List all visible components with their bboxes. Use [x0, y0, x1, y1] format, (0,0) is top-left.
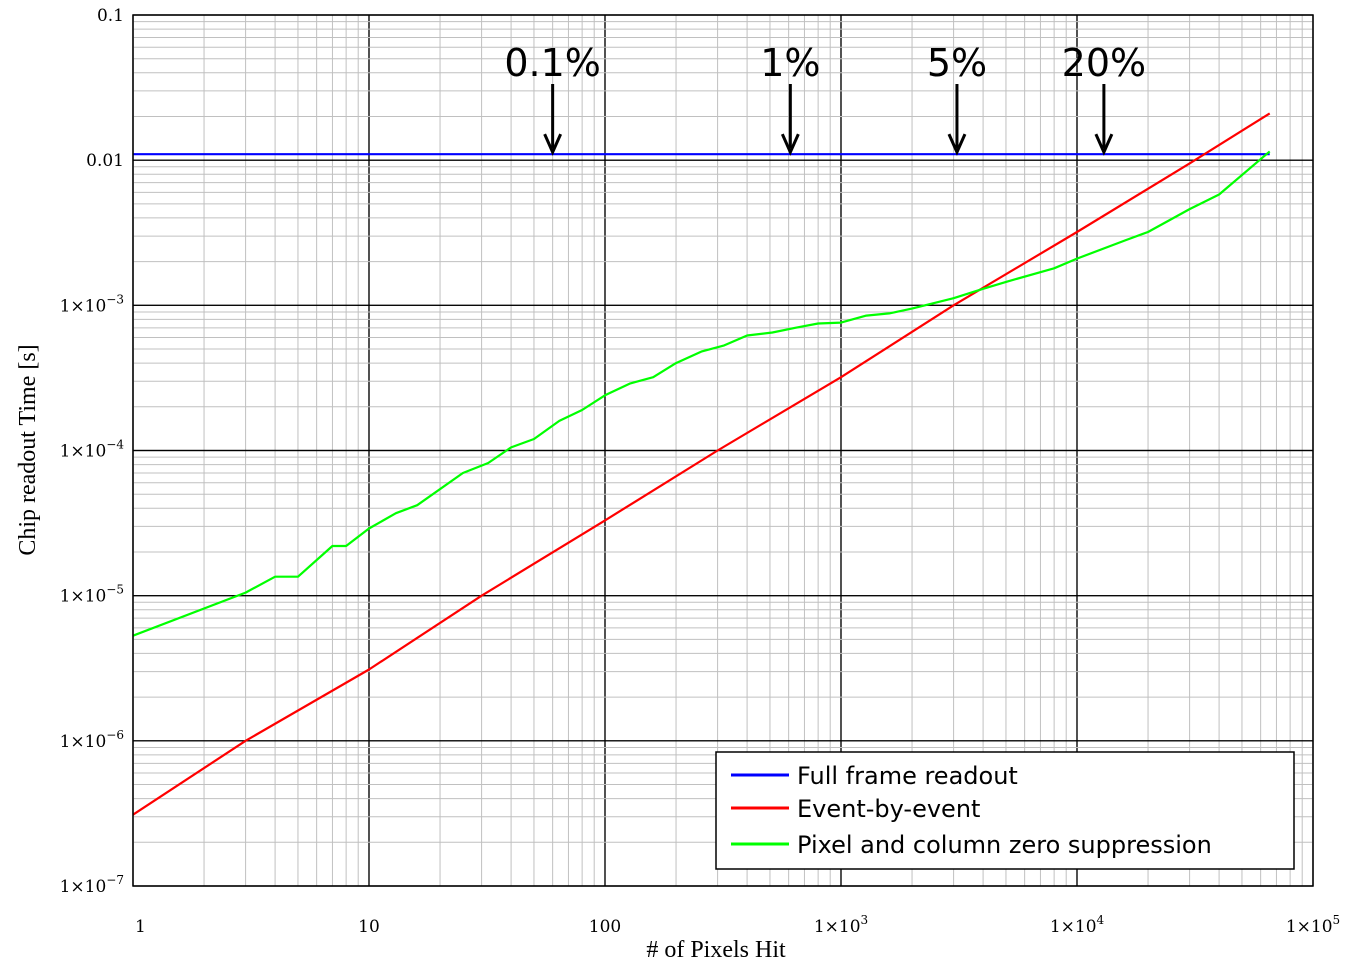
annotation-arrow-head	[780, 133, 800, 156]
annotation-label: 1%	[760, 41, 820, 85]
legend-label-zero-suppression: Pixel and column zero suppression	[797, 831, 1212, 859]
x-tick-label: 1×103	[814, 913, 868, 937]
annotation-label: 5%	[927, 41, 987, 85]
series-line-1	[132, 112, 1271, 816]
y-tick-label: 0.01	[86, 151, 124, 171]
annotation-label: 20%	[1062, 41, 1146, 85]
x-axis-label: # of Pixels Hit	[646, 937, 786, 963]
x-tick-label: 1	[135, 917, 146, 937]
grid	[132, 14, 1314, 887]
legend-box	[715, 751, 1295, 870]
y-tick-label: 1×10−6	[60, 728, 124, 752]
y-axis-label: Chip readout Time [s]	[15, 344, 41, 555]
series-line-2	[132, 150, 1271, 637]
annotation-label: 0.1%	[504, 41, 601, 85]
x-tick-label: 100	[589, 917, 621, 937]
y-tick-labels: 0.1 0.01 1×10−3 1×10−4 1×10−5 1×10−6 1×10−7	[60, 6, 125, 897]
plot-frame	[132, 14, 1314, 887]
y-tick-label: 1×10−7	[60, 873, 124, 897]
x-tick-label: 10	[358, 917, 380, 937]
x-tick-label: 1×105	[1286, 913, 1340, 937]
annotation-arrow-head	[947, 133, 967, 156]
annotation-arrow-head	[1094, 133, 1114, 156]
y-tick-label: 1×10−5	[60, 583, 124, 607]
y-tick-label: 1×10−4	[60, 438, 125, 462]
legend: Full frame readout Event-by-event Pixel …	[715, 751, 1295, 870]
annotations: 0.1% 1% 5% 20%	[504, 41, 1146, 156]
annotation-arrow-head	[543, 133, 563, 156]
legend-label-full-frame: Full frame readout	[797, 762, 1018, 790]
series-layer	[132, 112, 1271, 816]
x-tick-label: 1×104	[1050, 913, 1105, 937]
y-tick-label: 1×10−3	[60, 292, 124, 316]
y-tick-label: 0.1	[97, 6, 124, 26]
x-tick-labels: 1 10 100 1×103 1×104 1×105	[135, 913, 1340, 937]
legend-label-event-by-event: Event-by-event	[797, 795, 980, 823]
